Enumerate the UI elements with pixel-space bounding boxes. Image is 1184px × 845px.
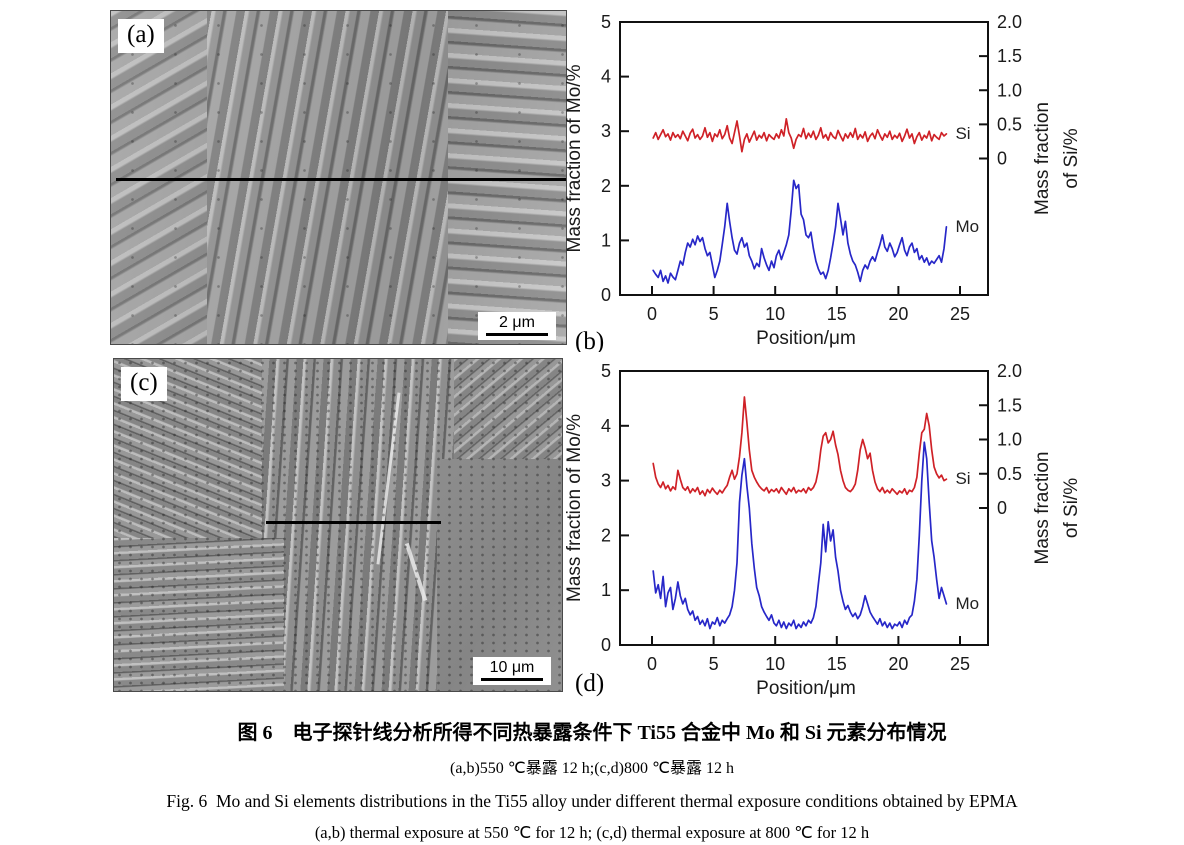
sem-texture-basketweave: [114, 538, 285, 691]
caption-chinese-title: 图 6 电子探针线分析所得不同热暴露条件下 Ti55 合金中 Mo 和 Si 元…: [237, 722, 947, 744]
x-tick-label: 15: [827, 304, 847, 324]
series-line-Si: [652, 118, 948, 153]
scale-bar-text: 2 μm: [499, 313, 535, 331]
y-left-tick-label: 5: [601, 361, 611, 381]
y-right-tick-label: 0: [997, 498, 1007, 518]
sem-micrograph-a: (a) 2 μm: [110, 10, 567, 345]
series-label-Si: Si: [955, 469, 970, 488]
panel-label-a: (a): [118, 19, 164, 54]
y-left-tick-label: 3: [601, 471, 611, 491]
y-left-tick-label: 4: [601, 67, 611, 87]
series-label-Mo: Mo: [955, 594, 979, 613]
panel-label-d: (d): [575, 670, 604, 697]
caption-english-subtitle: (a,b) thermal exposure at 550 ℃ for 12 h…: [314, 823, 870, 842]
panel-label-c: (c): [121, 367, 167, 402]
y-right-tick-label: 0.5: [997, 114, 1022, 134]
series-line-Mo: [652, 441, 948, 630]
y-left-tick-label: 1: [601, 230, 611, 250]
y-right-axis-title-line1: Mass fraction: [1032, 452, 1053, 565]
sem-texture-grain: [436, 458, 562, 691]
scale-bar-line: [486, 333, 548, 336]
x-tick-label: 10: [765, 304, 785, 324]
epma-scan-line-c: [266, 521, 442, 525]
y-right-tick-label: 0.5: [997, 464, 1022, 484]
x-tick-label: 0: [647, 304, 657, 324]
y-left-axis-title: Mass fraction of Mo/%: [564, 414, 585, 602]
caption-chinese-subtitle: (a,b)550 ℃暴露 12 h;(c,d)800 ℃暴露 12 h: [450, 760, 734, 777]
scale-bar-text: 10 μm: [489, 658, 535, 676]
caption-english-title: Fig. 6 Mo and Si elements distributions …: [166, 791, 1018, 811]
figure-caption: 图 6 电子探针线分析所得不同热暴露条件下 Ti55 合金中 Mo 和 Si 元…: [0, 716, 1184, 843]
series-line-Mo: [652, 179, 948, 284]
y-right-tick-label: 1.5: [997, 46, 1022, 66]
x-tick-label: 25: [950, 654, 970, 674]
y-left-tick-label: 4: [601, 416, 611, 436]
y-right-axis-title-line2: of Si/%: [1061, 128, 1082, 188]
series-label-Mo: Mo: [955, 217, 979, 236]
x-axis-title: Position/μm: [756, 678, 856, 699]
y-right-tick-label: 0: [997, 149, 1007, 169]
x-axis-title: Position/μm: [756, 328, 856, 349]
y-right-tick-label: 1.0: [997, 430, 1022, 450]
y-left-tick-label: 0: [601, 285, 611, 305]
y-right-axis-title-line1: Mass fraction: [1032, 102, 1053, 215]
y-left-tick-label: 0: [601, 635, 611, 655]
sem-micrograph-c: (c) 10 μm: [113, 358, 563, 692]
scale-bar-line: [481, 678, 543, 681]
plot-frame: [619, 370, 989, 646]
x-tick-label: 5: [709, 304, 719, 324]
scale-bar-c: 10 μm: [473, 656, 551, 685]
y-right-tick-label: 1.5: [997, 395, 1022, 415]
y-left-tick-label: 3: [601, 121, 611, 141]
chart-d-line-scan: 0 1 2 3 4 5 0 0.5 1.0 1.5 2.0 0 5 10 15 20 25 Position/μm…: [564, 361, 1082, 699]
panel-label-b: (b): [575, 328, 604, 352]
scale-bar-a: 2 μm: [478, 311, 556, 340]
y-left-tick-label: 1: [601, 580, 611, 600]
x-tick-label: 20: [888, 304, 908, 324]
x-tick-label: 10: [765, 654, 785, 674]
y-right-tick-label: 1.0: [997, 80, 1022, 100]
x-tick-label: 15: [827, 654, 847, 674]
y-left-tick-label: 2: [601, 525, 611, 545]
sem-texture-basketweave: [454, 359, 562, 459]
y-left-axis-title: Mass fraction of Mo/%: [564, 64, 585, 252]
x-tick-label: 0: [647, 654, 657, 674]
chart-b-line-scan: 0 1 2 3 4 5 0 0.5 1.0 1.5 2.0 0 5 10 15 20 25 Position/μm…: [564, 12, 1082, 352]
sem-texture-speckle: [114, 359, 562, 691]
y-right-axis-title-line2: of Si/%: [1061, 478, 1082, 538]
plot-frame: [619, 21, 989, 296]
y-right-tick-label: 2.0: [997, 361, 1022, 381]
series-label-Si: Si: [955, 124, 970, 143]
y-left-tick-label: 2: [601, 176, 611, 196]
x-tick-label: 20: [888, 654, 908, 674]
y-right-tick-label: 2.0: [997, 12, 1022, 32]
x-tick-label: 25: [950, 304, 970, 324]
series-line-Si: [652, 396, 948, 497]
x-tick-label: 5: [709, 654, 719, 674]
y-left-tick-label: 5: [601, 12, 611, 32]
epma-scan-line-a: [115, 177, 566, 181]
